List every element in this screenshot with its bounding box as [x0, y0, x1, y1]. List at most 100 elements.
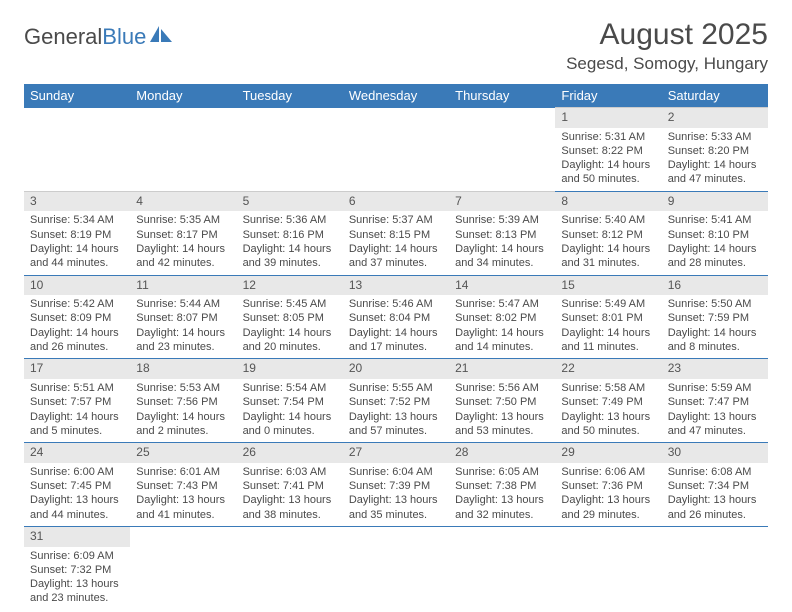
daylight-text-1: Daylight: 13 hours	[136, 493, 230, 507]
daylight-text-1: Daylight: 13 hours	[455, 410, 549, 424]
day-details: Sunrise: 5:49 AMSunset: 8:01 PMDaylight:…	[555, 295, 661, 359]
day-number: 24	[24, 443, 130, 463]
day-number: 27	[343, 443, 449, 463]
sunrise-text: Sunrise: 5:58 AM	[561, 381, 655, 395]
day-details: Sunrise: 5:35 AMSunset: 8:17 PMDaylight:…	[130, 211, 236, 275]
day-number: 21	[449, 359, 555, 379]
sunset-text: Sunset: 8:17 PM	[136, 228, 230, 242]
day-details: Sunrise: 5:55 AMSunset: 7:52 PMDaylight:…	[343, 379, 449, 443]
daylight-text-2: and 35 minutes.	[349, 508, 443, 522]
daylight-text-1: Daylight: 14 hours	[668, 158, 762, 172]
calendar-detail-row: Sunrise: 5:34 AMSunset: 8:19 PM Daylight:…	[24, 211, 768, 275]
day-details: Sunrise: 5:31 AMSunset: 8:22 PMDaylight:…	[555, 128, 661, 192]
calendar-body: 12Sunrise: 5:31 AMSunset: 8:22 PMDayligh…	[24, 108, 768, 610]
page-title: August 2025	[566, 18, 768, 52]
sunset-text: Sunset: 8:19 PM	[30, 228, 124, 242]
sunrise-text: Sunrise: 5:37 AM	[349, 213, 443, 227]
empty-cell	[237, 547, 343, 610]
daylight-text-1: Daylight: 13 hours	[668, 410, 762, 424]
sunset-text: Sunset: 7:32 PM	[30, 563, 124, 577]
empty-cell	[130, 526, 236, 546]
empty-cell	[343, 526, 449, 546]
day-details: Sunrise: 5:37 AMSunset: 8:15 PMDaylight:…	[343, 211, 449, 275]
brand-text-2: Blue	[102, 24, 146, 50]
empty-cell	[449, 547, 555, 610]
sunset-text: Sunset: 7:39 PM	[349, 479, 443, 493]
calendar-daynum-row: 31	[24, 526, 768, 546]
empty-cell	[237, 108, 343, 128]
day-details: Sunrise: 6:00 AMSunset: 7:45 PMDaylight:…	[24, 463, 130, 527]
daylight-text-1: Daylight: 14 hours	[668, 326, 762, 340]
sunrise-text: Sunrise: 5:39 AM	[455, 213, 549, 227]
empty-cell	[555, 547, 661, 610]
day-number: 6	[343, 191, 449, 211]
day-number: 18	[130, 359, 236, 379]
daylight-text-2: and 26 minutes.	[30, 340, 124, 354]
sunrise-text: Sunrise: 5:42 AM	[30, 297, 124, 311]
day-details: Sunrise: 6:01 AMSunset: 7:43 PMDaylight:…	[130, 463, 236, 527]
day-details: Sunrise: 6:09 AMSunset: 7:32 PMDaylight:…	[24, 547, 130, 610]
daylight-text-1: Daylight: 14 hours	[455, 326, 549, 340]
calendar-detail-row: Sunrise: 6:00 AMSunset: 7:45 PMDaylight:…	[24, 463, 768, 527]
sunrise-text: Sunrise: 5:56 AM	[455, 381, 549, 395]
sunrise-text: Sunrise: 6:09 AM	[30, 549, 124, 563]
day-details: Sunrise: 5:58 AMSunset: 7:49 PMDaylight:…	[555, 379, 661, 443]
daylight-text-1: Daylight: 13 hours	[349, 493, 443, 507]
empty-cell	[662, 526, 768, 546]
day-details: Sunrise: 5:33 AMSunset: 8:20 PMDaylight:…	[662, 128, 768, 192]
daylight-text-2: and 20 minutes.	[243, 340, 337, 354]
day-number: 20	[343, 359, 449, 379]
sunset-text: Sunset: 7:54 PM	[243, 395, 337, 409]
daylight-text-2: and 11 minutes.	[561, 340, 655, 354]
weekday-header: Saturday	[662, 84, 768, 108]
sunset-text: Sunset: 7:36 PM	[561, 479, 655, 493]
day-number: 19	[237, 359, 343, 379]
day-details: Sunrise: 6:08 AMSunset: 7:34 PMDaylight:…	[662, 463, 768, 527]
sunrise-text: Sunrise: 5:36 AM	[243, 213, 337, 227]
sunset-text: Sunset: 8:02 PM	[455, 311, 549, 325]
empty-cell	[343, 108, 449, 128]
daylight-text-2: and 42 minutes.	[136, 256, 230, 270]
logo-sails-icon	[148, 24, 174, 50]
empty-cell	[130, 108, 236, 128]
day-number: 23	[662, 359, 768, 379]
empty-cell	[555, 526, 661, 546]
sunset-text: Sunset: 7:57 PM	[30, 395, 124, 409]
weekday-header: Friday	[555, 84, 661, 108]
day-number: 30	[662, 443, 768, 463]
calendar-detail-row: Sunrise: 5:51 AMSunset: 7:57 PMDaylight:…	[24, 379, 768, 443]
sunrise-text: Sunrise: 6:08 AM	[668, 465, 762, 479]
sunset-text: Sunset: 7:43 PM	[136, 479, 230, 493]
sunset-text: Sunset: 7:49 PM	[561, 395, 655, 409]
day-details: Sunrise: 5:34 AMSunset: 8:19 PMDaylight:…	[24, 211, 130, 275]
daylight-text-1: Daylight: 14 hours	[136, 242, 230, 256]
empty-cell	[24, 128, 130, 192]
day-details: Sunrise: 5:44 AMSunset: 8:07 PMDaylight:…	[130, 295, 236, 359]
sunset-text: Sunset: 7:34 PM	[668, 479, 762, 493]
daylight-text-1: Daylight: 14 hours	[243, 242, 337, 256]
daylight-text-2: and 23 minutes.	[30, 591, 124, 605]
sunset-text: Sunset: 7:52 PM	[349, 395, 443, 409]
day-details: Sunrise: 6:05 AMSunset: 7:38 PMDaylight:…	[449, 463, 555, 527]
sunrise-text: Sunrise: 5:34 AM	[30, 213, 124, 227]
daylight-text-2: and 57 minutes.	[349, 424, 443, 438]
daylight-text-1: Daylight: 13 hours	[561, 493, 655, 507]
day-details: Sunrise: 5:40 AMSunset: 8:12 PMDaylight:…	[555, 211, 661, 275]
weekday-header: Tuesday	[237, 84, 343, 108]
daylight-text-2: and 34 minutes.	[455, 256, 549, 270]
empty-cell	[130, 547, 236, 610]
day-details: Sunrise: 5:42 AMSunset: 8:09 PMDaylight:…	[24, 295, 130, 359]
daylight-text-1: Daylight: 13 hours	[455, 493, 549, 507]
day-details: Sunrise: 5:39 AMSunset: 8:13 PMDaylight:…	[449, 211, 555, 275]
day-number: 29	[555, 443, 661, 463]
sunset-text: Sunset: 8:12 PM	[561, 228, 655, 242]
daylight-text-1: Daylight: 14 hours	[349, 326, 443, 340]
day-details: Sunrise: 5:41 AMSunset: 8:10 PMDaylight:…	[662, 211, 768, 275]
sunrise-text: Sunrise: 6:06 AM	[561, 465, 655, 479]
sunset-text: Sunset: 7:38 PM	[455, 479, 549, 493]
brand-logo: GeneralBlue	[24, 24, 174, 50]
day-details: Sunrise: 5:47 AMSunset: 8:02 PMDaylight:…	[449, 295, 555, 359]
daylight-text-1: Daylight: 13 hours	[30, 577, 124, 591]
daylight-text-2: and 2 minutes.	[136, 424, 230, 438]
sunrise-text: Sunrise: 5:55 AM	[349, 381, 443, 395]
